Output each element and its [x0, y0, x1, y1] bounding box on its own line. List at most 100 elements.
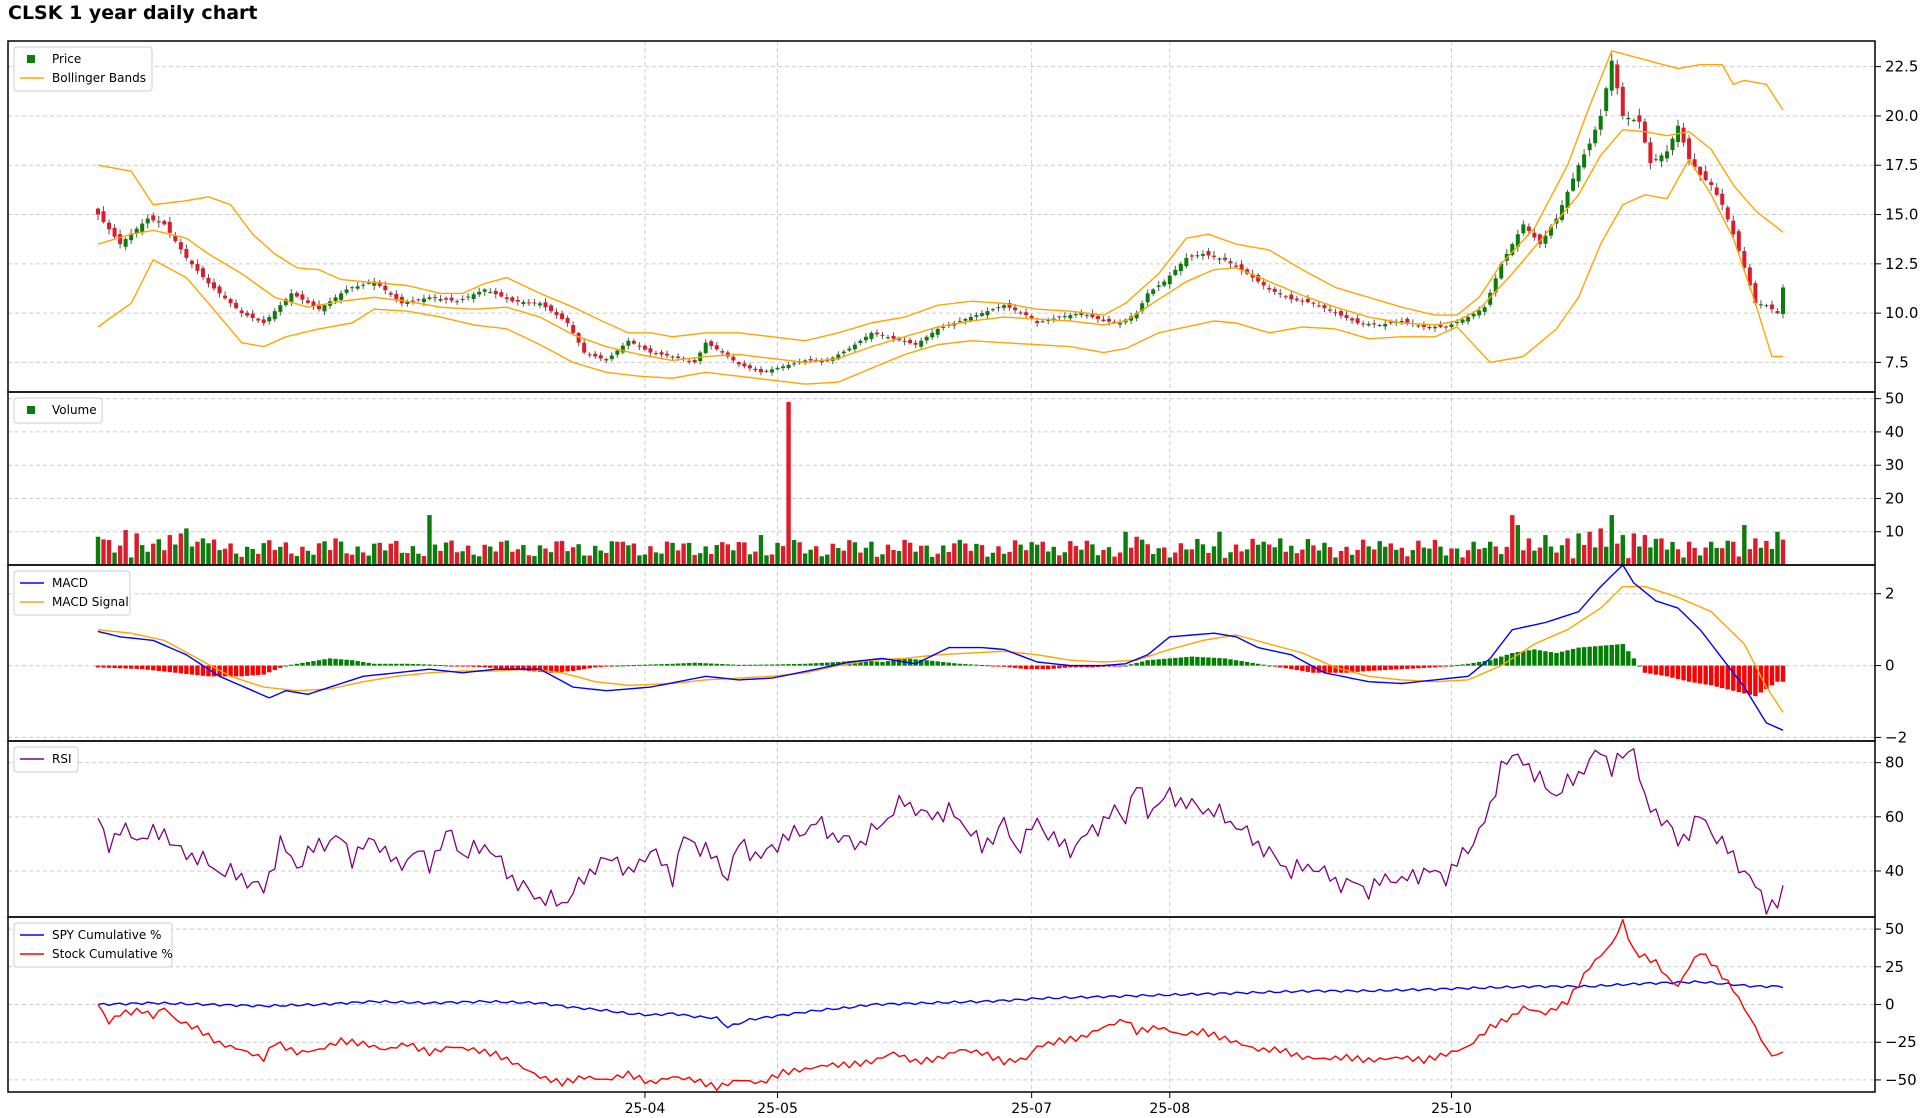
macd-histogram-bar [1769, 665, 1775, 686]
volume-bar [294, 555, 300, 565]
macd-histogram-bar [95, 665, 101, 668]
volume-bar [880, 554, 885, 565]
volume-bar [1255, 544, 1261, 565]
volume-bar [1156, 548, 1161, 565]
macd-histogram-bar [1731, 665, 1736, 691]
macd-histogram-bar [355, 661, 360, 666]
y-tick-label: −2 [1885, 728, 1907, 746]
candle [1377, 324, 1382, 326]
candle [372, 281, 377, 286]
volume-bar [1167, 557, 1172, 565]
candle [941, 326, 946, 328]
volume-bar [427, 515, 432, 565]
candle [344, 289, 349, 293]
macd-histogram-bar [935, 661, 940, 666]
candle [1289, 294, 1294, 300]
volume-bar [366, 555, 371, 565]
volume-bar [1504, 546, 1509, 565]
macd-histogram-bar [637, 664, 642, 666]
macd-histogram-bar [830, 662, 835, 666]
macd-histogram-bar [233, 665, 239, 677]
macd-histogram-bar [670, 663, 675, 666]
candle [1515, 234, 1520, 247]
macd-histogram-bar [598, 665, 603, 667]
volume-bar [1620, 535, 1625, 565]
volume-bar [1708, 541, 1714, 565]
volume-bar [250, 548, 255, 565]
candle [775, 367, 780, 370]
y-tick-label: 20 [1885, 489, 1904, 507]
macd-histogram-bar [1476, 661, 1482, 666]
macd-histogram-bar [1697, 665, 1703, 684]
y-tick-label: 25 [1885, 958, 1904, 976]
candle [1361, 323, 1366, 325]
volume-bar [1581, 544, 1587, 565]
candle [968, 317, 973, 322]
candle [1416, 325, 1421, 327]
volume-bar [316, 543, 322, 565]
macd-histogram-bar [427, 664, 432, 666]
macd-histogram-bar [819, 662, 824, 666]
volume-bar [565, 551, 570, 565]
macd-histogram-bar [1454, 664, 1460, 666]
candle [753, 368, 758, 371]
volume-bar [659, 553, 664, 565]
macd-histogram-bar [791, 664, 797, 666]
macd-histogram-bar [1128, 664, 1134, 666]
volume-bar [300, 546, 305, 565]
macd-histogram-bar [554, 665, 559, 673]
volume-bar [1162, 547, 1167, 565]
candle [200, 268, 205, 278]
macd-histogram-bar [703, 663, 708, 666]
volume-bar [1476, 549, 1482, 565]
volume-bar [1432, 539, 1438, 565]
candle [339, 293, 344, 300]
volume-bar [1493, 546, 1498, 565]
volume-bar [1609, 515, 1614, 565]
candle [549, 305, 554, 312]
macd-histogram-bar [173, 665, 178, 673]
candle [350, 287, 355, 289]
volume-bar [1482, 547, 1487, 565]
macd-histogram-bar [112, 665, 117, 669]
candle [1305, 298, 1310, 303]
volume-bar [1465, 550, 1471, 565]
candle [1758, 304, 1763, 306]
macd-histogram-bar [184, 665, 189, 674]
macd-histogram-bar [1720, 665, 1725, 689]
macd-histogram-bar [593, 665, 598, 668]
macd-histogram-bar [1294, 665, 1300, 671]
volume-bar [405, 553, 410, 565]
macd-histogram-bar [1570, 648, 1576, 666]
candle [1206, 251, 1211, 256]
volume-bar [465, 545, 471, 565]
panel-frame [7, 391, 1876, 566]
volume-bar [825, 554, 830, 565]
candle [173, 235, 178, 242]
candle [1421, 324, 1426, 327]
macd-histogram-bar [1648, 665, 1653, 674]
volume-bar [963, 543, 968, 565]
volume-bar [156, 539, 161, 565]
volume-bar [830, 543, 835, 565]
candle [653, 353, 658, 355]
candle [714, 345, 719, 350]
candle [1167, 275, 1172, 285]
candle [504, 297, 509, 299]
candle [316, 304, 321, 310]
volume-bar [476, 556, 482, 565]
candle [1659, 155, 1664, 162]
volume-bar [1278, 538, 1283, 565]
candle [631, 340, 636, 344]
candle [1747, 267, 1752, 286]
macd-histogram-bar [1598, 645, 1603, 666]
macd-histogram-bar [548, 665, 554, 673]
macd-histogram-bar [1195, 656, 1200, 666]
volume-bar [410, 546, 416, 565]
macd-histogram-bar [913, 659, 918, 666]
candle [145, 218, 150, 224]
macd-histogram-bar [1587, 646, 1592, 666]
candle [996, 307, 1001, 309]
macd-histogram-bar [388, 663, 394, 666]
macd-histogram-bar [278, 665, 283, 668]
